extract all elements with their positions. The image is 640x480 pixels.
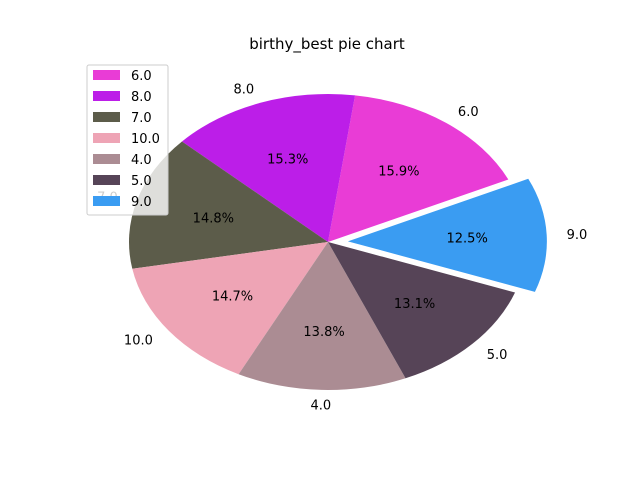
legend-swatch-4.0 — [93, 154, 120, 164]
legend-swatch-5.0 — [93, 175, 120, 185]
pct-label-6.0: 15.9% — [378, 165, 419, 180]
legend-swatch-6.0 — [93, 70, 120, 80]
slice-label-4.0: 4.0 — [310, 399, 331, 414]
legend: 6.0 8.0 7.0 10.0 4.0 5.0 9.0 — [86, 64, 169, 216]
percentage-labels: 15.9% 15.3% 14.8% 14.7% 13.8% 13.1% 12.5% — [193, 152, 488, 339]
pie-slice-9.0 — [347, 178, 547, 292]
pct-label-7.0: 14.8% — [193, 211, 234, 226]
legend-swatch-8.0 — [93, 91, 120, 101]
slice-label-8.0: 8.0 — [234, 83, 255, 98]
legend-label-7.0: 7.0 — [131, 111, 152, 126]
legend-swatch-10.0 — [93, 133, 120, 143]
pct-label-4.0: 13.8% — [303, 325, 344, 340]
pie-slice-8.0 — [181, 94, 356, 242]
pie-slices — [129, 94, 547, 390]
slice-label-5.0: 5.0 — [487, 348, 508, 363]
legend-label-4.0: 4.0 — [131, 153, 152, 168]
legend-label-10.0: 10.0 — [131, 132, 160, 147]
legend-label-8.0: 8.0 — [131, 90, 152, 105]
pct-label-5.0: 13.1% — [394, 297, 435, 312]
legend-label-6.0: 6.0 — [131, 69, 152, 84]
pie-slice-4.0 — [238, 242, 406, 390]
legend-swatch-7.0 — [93, 112, 120, 122]
legend-items: 6.0 8.0 7.0 10.0 4.0 5.0 9.0 — [93, 69, 160, 210]
slice-label-9.0: 9.0 — [567, 228, 588, 243]
pie-slice-7.0 — [129, 141, 328, 269]
legend-label-9.0: 9.0 — [131, 195, 152, 210]
slice-label-6.0: 6.0 — [458, 105, 479, 120]
pct-label-9.0: 12.5% — [447, 231, 488, 246]
chart-title: birthy_best pie chart — [249, 35, 405, 54]
pie-slice-10.0 — [132, 242, 328, 375]
pie-slice-6.0 — [328, 95, 509, 242]
legend-swatch-9.0 — [93, 196, 120, 206]
slice-label-10.0: 10.0 — [124, 334, 153, 349]
pct-label-8.0: 15.3% — [267, 152, 308, 167]
pct-label-10.0: 14.7% — [212, 289, 253, 304]
pie-slice-5.0 — [328, 242, 516, 379]
legend-label-5.0: 5.0 — [131, 174, 152, 189]
slice-labels: 6.0 8.0 7.0 10.0 4.0 5.0 9.0 — [97, 83, 587, 414]
